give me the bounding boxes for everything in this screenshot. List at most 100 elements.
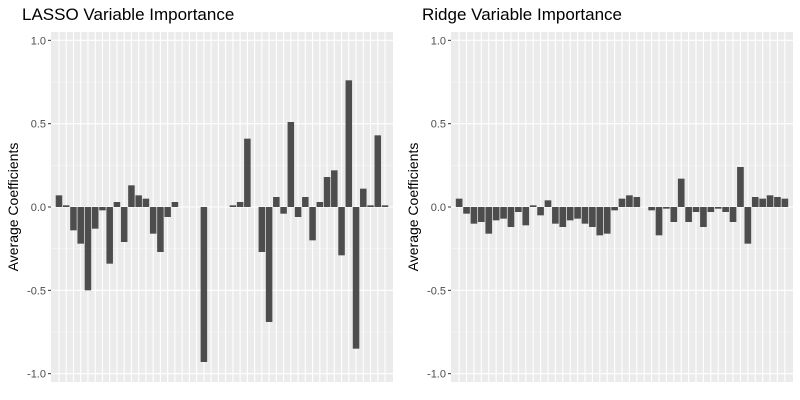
bar xyxy=(478,207,485,222)
bar xyxy=(774,197,781,207)
bar xyxy=(316,202,324,207)
bar xyxy=(759,198,766,207)
bar xyxy=(84,207,92,291)
bar xyxy=(142,198,150,207)
bar xyxy=(744,207,752,244)
bar xyxy=(331,170,338,207)
bar xyxy=(55,195,63,207)
bar xyxy=(171,202,179,207)
bar xyxy=(574,207,581,219)
y-tick-label: -0.5 xyxy=(27,285,46,297)
bar xyxy=(164,207,171,217)
y-tick-label: -0.5 xyxy=(427,285,446,297)
bar xyxy=(670,207,678,222)
bar xyxy=(62,205,70,207)
bar xyxy=(287,122,295,207)
bar xyxy=(229,205,237,207)
bar xyxy=(470,207,478,224)
bar xyxy=(537,207,544,216)
y-tick-label: 1.0 xyxy=(431,35,446,47)
bar xyxy=(91,207,99,229)
bar xyxy=(566,207,574,221)
bar xyxy=(766,195,774,207)
bar xyxy=(722,207,729,212)
bar xyxy=(338,207,345,256)
bar xyxy=(128,185,135,207)
chart-title: Ridge Variable Importance xyxy=(422,5,622,24)
bar xyxy=(714,207,722,209)
bar xyxy=(120,207,128,242)
bar xyxy=(663,207,670,209)
bar xyxy=(302,197,309,207)
bar xyxy=(552,207,559,224)
y-axis-label: Average Coefficients xyxy=(5,143,21,272)
bar xyxy=(596,207,604,236)
bar xyxy=(106,207,113,264)
bar xyxy=(589,207,596,227)
bar xyxy=(77,207,84,244)
bar xyxy=(352,207,360,349)
bar xyxy=(507,207,515,227)
bar xyxy=(236,202,244,207)
bar xyxy=(294,207,302,217)
bar xyxy=(113,202,121,207)
bar xyxy=(633,197,641,207)
bar xyxy=(692,207,700,212)
bar xyxy=(309,207,316,241)
bar xyxy=(492,207,500,221)
bar xyxy=(323,177,331,207)
bar xyxy=(135,195,142,207)
bar xyxy=(559,207,567,227)
bar xyxy=(515,207,522,212)
bar xyxy=(529,205,537,207)
y-tick-label: 1.0 xyxy=(31,35,46,47)
chart-panel-2: 1.0 0.5 0.0 -0.5 -1.0 Ridge Variable Importan… xyxy=(405,5,793,382)
bar xyxy=(500,207,507,219)
bar xyxy=(685,207,692,222)
bar xyxy=(455,198,463,207)
bar xyxy=(367,205,374,207)
bar xyxy=(374,135,382,207)
bar xyxy=(273,197,280,207)
y-tick-label: 0.5 xyxy=(31,119,46,131)
bar xyxy=(258,207,266,252)
y-tick-label: -1.0 xyxy=(427,369,446,381)
bar xyxy=(700,207,707,227)
bar xyxy=(381,205,389,207)
bar xyxy=(149,207,157,234)
bar xyxy=(626,195,633,207)
y-tick-label: 0.0 xyxy=(31,202,46,214)
bar xyxy=(345,80,353,207)
bar xyxy=(360,188,367,207)
bar xyxy=(157,207,164,252)
bar xyxy=(70,207,77,231)
chart-panel-1: 1.0 0.5 0.0 -0.5 -1.0 LASSO Variable Importan… xyxy=(5,5,393,382)
bar xyxy=(751,197,759,207)
bar xyxy=(280,207,287,214)
bar xyxy=(265,207,273,322)
chart-title: LASSO Variable Importance xyxy=(22,5,234,24)
y-tick-label: -1.0 xyxy=(27,369,46,381)
bar xyxy=(648,207,655,211)
bar xyxy=(485,207,493,234)
bar xyxy=(737,167,744,207)
bar xyxy=(781,198,789,207)
bar xyxy=(522,207,530,226)
bar xyxy=(200,207,208,362)
bar xyxy=(463,207,470,214)
bar xyxy=(244,138,251,207)
bar xyxy=(677,178,685,207)
bar xyxy=(618,198,626,207)
bar xyxy=(655,207,663,236)
bar xyxy=(99,207,106,211)
bar xyxy=(707,207,715,212)
bar xyxy=(729,207,737,222)
bar xyxy=(544,200,552,207)
y-tick-label: 0.0 xyxy=(431,202,446,214)
bar xyxy=(603,207,611,234)
bar xyxy=(581,207,589,224)
bar xyxy=(611,207,618,211)
y-tick-label: 0.5 xyxy=(431,119,446,131)
